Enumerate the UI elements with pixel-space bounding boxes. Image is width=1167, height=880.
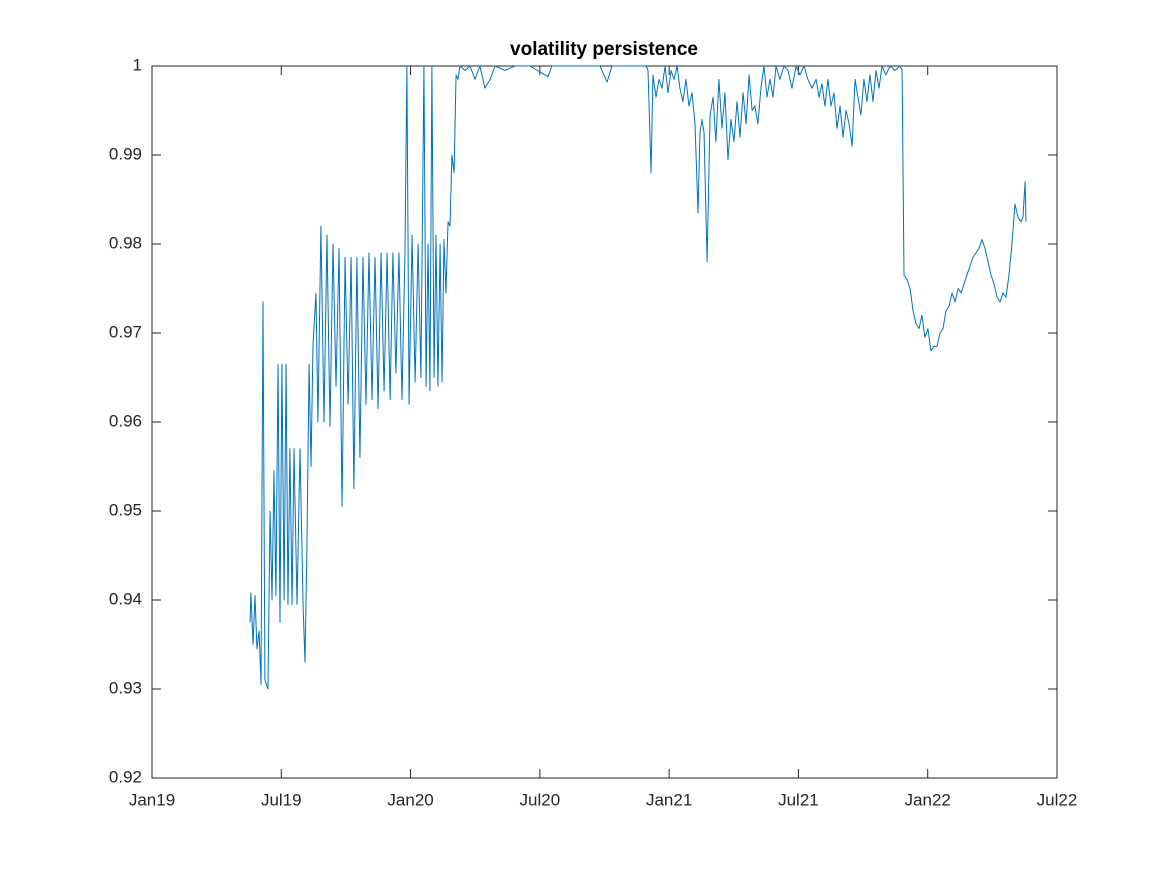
x-tick-label: Jul22 [1037,790,1078,809]
x-tick-label: Jan20 [387,790,433,809]
y-tick-label: 0.93 [109,678,142,697]
y-tick-label: 0.97 [109,322,142,341]
x-tick-label: Jan22 [905,790,951,809]
x-tick-label: Jan19 [129,790,175,809]
y-tick-label: 1 [133,55,142,74]
y-tick-label: 0.99 [109,144,142,163]
x-tick-label: Jul19 [261,790,302,809]
x-tick-label: Jul20 [520,790,561,809]
y-tick-label: 0.95 [109,500,142,519]
x-tick-label: Jul21 [778,790,819,809]
y-tick-label: 0.94 [109,589,142,608]
data-line [249,65,1027,690]
y-tick-label: 0.96 [109,411,142,430]
y-tick-label: 0.98 [109,233,142,252]
x-tick-label: Jan21 [646,790,692,809]
plot-frame [151,65,1058,779]
y-tick-label: 0.92 [109,767,142,786]
chart-title: volatility persistence [510,39,698,60]
